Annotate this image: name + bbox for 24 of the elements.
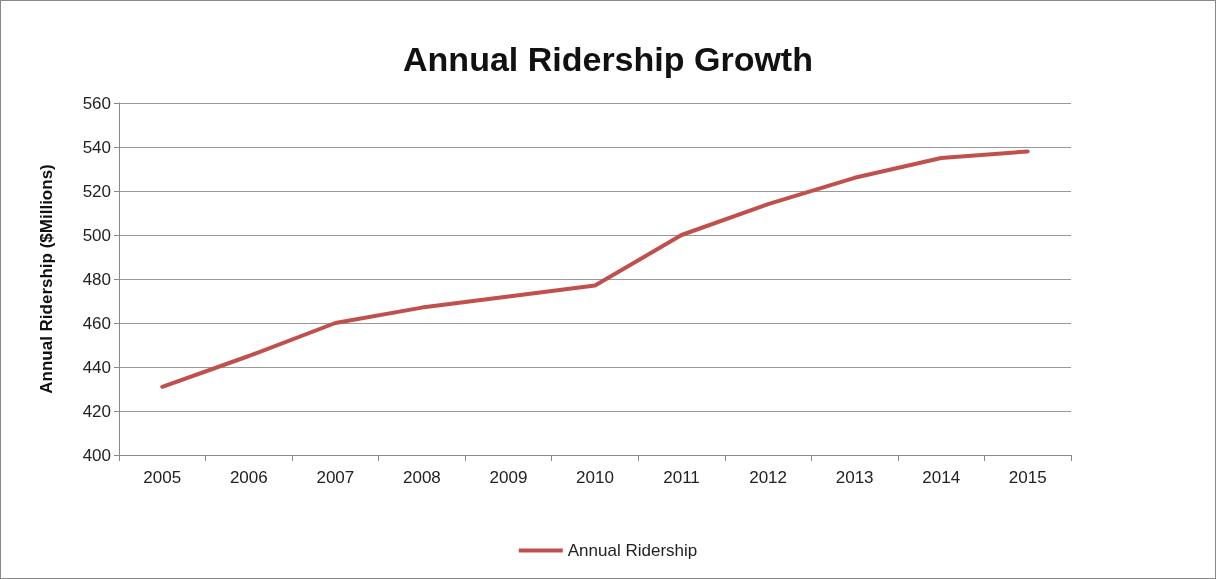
chart-title: Annual Ridership Growth <box>403 40 813 78</box>
line-series <box>160 149 1030 389</box>
y-tick-label: 440 <box>82 357 111 377</box>
x-tick-label: 2010 <box>576 468 614 487</box>
y-tick-label: 400 <box>82 445 111 465</box>
x-tick-label: 2008 <box>403 468 441 487</box>
y-tick-label: 460 <box>82 313 111 333</box>
x-tick-label: 2005 <box>143 468 182 487</box>
x-tick-label: 2014 <box>922 468 961 487</box>
legend-label: Annual Ridership <box>567 541 698 560</box>
y-tick-label: 520 <box>82 181 111 201</box>
y-tick-label: 480 <box>82 269 111 289</box>
x-tick-label: 2009 <box>489 468 528 487</box>
x-tick-label: 2015 <box>1008 468 1047 487</box>
x-tick-label: 2012 <box>749 468 787 487</box>
y-tick-label: 540 <box>82 137 111 157</box>
x-tick-label: 2006 <box>229 468 268 487</box>
y-tick-label: 420 <box>82 401 111 421</box>
y-axis-title: Annual Ridership ($Millions) <box>37 164 56 394</box>
x-tick-label: 2007 <box>316 468 355 487</box>
y-tick-label: 500 <box>82 225 111 245</box>
y-tick-label: 560 <box>82 93 111 113</box>
x-tick-label: 2013 <box>835 468 874 487</box>
x-tick-label: 2011 <box>663 468 700 487</box>
